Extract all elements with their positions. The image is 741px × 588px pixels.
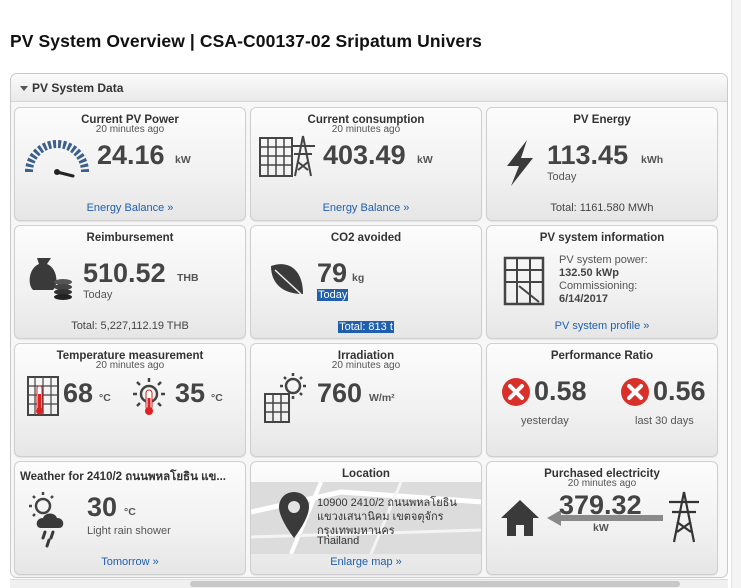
tile-title: PV system information (539, 232, 665, 244)
location-address-line3: กรุงเทพมหานคร (317, 525, 395, 537)
consumption-unit: kW (417, 154, 433, 166)
sun-thermometer-icon (133, 378, 165, 415)
vertical-scrollbar[interactable] (731, 0, 741, 588)
tile-co2-avoided: CO2 avoided 79 kg Today Total: 813 t (250, 225, 482, 339)
tile-purchased-electricity: Purchased electricity 20 minutes ago 379… (486, 461, 718, 575)
pv-system-power-value: 132.50 kWp (559, 267, 619, 279)
tile-title: Performance Ratio (550, 350, 654, 362)
ambient-temperature-value: 35 (175, 378, 206, 408)
sun-panel-icon (264, 373, 306, 423)
pv-energy-period: Today (547, 171, 577, 183)
house-icon (501, 500, 539, 536)
purchased-electricity-value: 379.32 (559, 490, 642, 520)
commissioning-label: Commissioning: (559, 280, 638, 292)
tile-subtitle: 20 minutes ago (331, 124, 401, 135)
tile-weather: Weather for 2410/2 ถนนพหลโยธิน แข... 30 … (14, 461, 246, 575)
tile-temperature-measurement: Temperature measurement 20 minutes ago 6… (14, 343, 246, 457)
solar-panel-icon (259, 137, 293, 177)
tile-title: CO2 avoided (330, 232, 402, 244)
map-pin-icon (279, 492, 309, 538)
weather-sun-rain-icon (29, 492, 64, 548)
error-x-icon (621, 378, 649, 406)
tile-title: Current consumption (307, 114, 425, 126)
ambient-temperature-unit: °C (211, 392, 223, 404)
tile-subtitle: 20 minutes ago (95, 360, 165, 371)
tile-irradiation: Irradiation 20 minutes ago 760 W/m² (250, 343, 482, 457)
energy-balance-link[interactable]: Energy Balance » (86, 202, 174, 214)
pv-system-profile-link[interactable]: PV system profile » (554, 320, 650, 332)
money-bag-icon (29, 258, 72, 300)
tile-title: Temperature measurement (56, 350, 204, 362)
tile-subtitle: 20 minutes ago (95, 124, 165, 135)
tomorrow-link[interactable]: Tomorrow » (101, 556, 159, 568)
tile-title: PV Energy (573, 114, 631, 126)
irradiation-value: 760 (317, 378, 363, 408)
co2-total: Total: 813 t (338, 321, 394, 333)
arrow-left-icon (547, 510, 663, 526)
tile-pv-energy: PV Energy 113.45 kWh Today Total: 1161.5… (486, 107, 718, 221)
tile-pv-system-information: PV system information PV system power: 1… (486, 225, 718, 339)
reimbursement-unit: THB (177, 272, 199, 284)
purchased-electricity-unit: kW (593, 522, 609, 534)
enlarge-map-link[interactable]: Enlarge map » (330, 556, 402, 568)
reimbursement-total: Total: 5,227,112.19 THB (71, 320, 189, 332)
gauge-icon (25, 140, 89, 178)
pv-system-power-label: PV system power: (559, 254, 648, 266)
location-address-line2: แขวงเสนานิคม เขตจตุจักร (317, 511, 444, 523)
energy-balance-link[interactable]: Energy Balance » (322, 202, 410, 214)
irradiation-unit: W/m² (369, 392, 395, 404)
reimbursement-value: 510.52 (83, 258, 166, 288)
page-title: PV System Overview | CSA-C00137-02 Sripa… (10, 31, 483, 51)
lightning-icon (507, 140, 533, 186)
location-country: Thailand (317, 535, 360, 547)
tile-title: Location (342, 468, 390, 480)
power-pylon-icon (291, 135, 315, 177)
horizontal-scrollbar-thumb[interactable] (190, 581, 680, 587)
tile-reimbursement: Reimbursement 510.52 THB Today Total: 5,… (14, 225, 246, 339)
tile-performance-ratio: Performance Ratio 0.58 yesterday 0.56 la… (486, 343, 718, 457)
tile-title: Current PV Power (81, 114, 179, 126)
collapse-caret-icon[interactable] (20, 85, 28, 91)
pr-yesterday-value: 0.58 (534, 376, 587, 406)
tile-location: Location 10900 2410/2 ถนนพหลโยธิน แขวงเส… (250, 461, 482, 575)
weather-temperature-value: 30 (87, 492, 118, 522)
pv-power-value: 24.16 (97, 140, 165, 170)
commissioning-value: 6/14/2017 (559, 293, 608, 305)
solar-panel-certificate-icon (503, 256, 545, 306)
power-pylon-icon (669, 491, 699, 543)
tile-subtitle: 20 minutes ago (567, 478, 637, 489)
reimbursement-period: Today (83, 289, 113, 301)
panel-header-toggle[interactable]: PV System Data (11, 74, 727, 102)
module-temperature-unit: °C (99, 392, 111, 404)
horizontal-scrollbar[interactable] (10, 579, 728, 588)
tile-current-pv-power: Current PV Power 20 minutes ago 24.16 kW… (14, 107, 246, 221)
pr-last30-label: last 30 days (635, 415, 694, 427)
leaf-icon (271, 264, 303, 295)
tile-subtitle: 20 minutes ago (331, 360, 401, 371)
co2-period: Today (317, 289, 349, 301)
co2-unit: kg (352, 272, 365, 284)
co2-value: 79 (317, 258, 348, 288)
pr-last30-value: 0.56 (653, 376, 706, 406)
pv-energy-total: Total: 1161.580 MWh (550, 202, 654, 214)
panel-header-label: PV System Data (32, 80, 124, 95)
error-x-icon (502, 378, 530, 406)
tile-title: Purchased electricity (544, 468, 660, 480)
weather-condition: Light rain shower (87, 525, 171, 537)
pv-energy-unit: kWh (641, 154, 664, 166)
weather-title: Weather for 2410/2 ถนนพหลโยธิน แข... (20, 471, 226, 483)
tile-title: Reimbursement (86, 232, 174, 244)
weather-temperature-unit: °C (124, 506, 136, 518)
consumption-value: 403.49 (323, 140, 406, 170)
thermometer-panel-icon (27, 376, 59, 416)
tile-current-consumption: Current consumption 20 minutes ago 403.4… (250, 107, 482, 221)
module-temperature-value: 68 (63, 378, 94, 408)
pr-yesterday-label: yesterday (521, 415, 569, 427)
location-address-line1: 10900 2410/2 ถนนพหลโยธิน (317, 497, 457, 509)
pv-power-unit: kW (175, 154, 191, 166)
pv-energy-value: 113.45 (547, 140, 629, 170)
tile-title: Irradiation (337, 350, 395, 362)
